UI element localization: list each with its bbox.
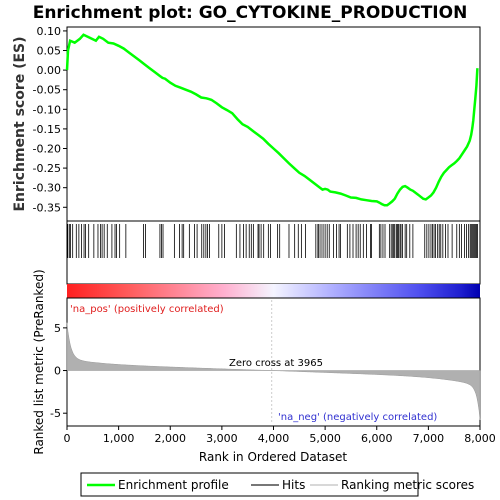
legend: Enrichment profile Hits Ranking metric s… (80, 472, 474, 497)
es-y-tick-label: -0.15 (33, 123, 61, 136)
es-y-tick-label: -0.30 (33, 182, 61, 195)
hits-frame (66, 220, 481, 285)
legend-label-profile: Enrichment profile (118, 478, 229, 492)
colorbar-gradient (67, 284, 480, 298)
metric-y-tick-label: 5 (54, 322, 61, 335)
negative-correlation-label: 'na_neg' (negatively correlated) (278, 412, 437, 423)
es-y-tick-label: -0.05 (33, 84, 61, 97)
hits-panel (66, 220, 481, 285)
positive-correlation-label: 'na_pos' (positively correlated) (70, 304, 224, 315)
metric-y-axis-label: Ranked list metric (PreRanked) (32, 269, 46, 454)
x-tick-label: 5,000 (309, 432, 341, 445)
x-tick-label: 1,000 (103, 432, 135, 445)
enrichment-profile-line (65, 33, 479, 207)
x-tick-label: 0 (64, 432, 71, 445)
x-tick-label: 3,000 (206, 432, 238, 445)
x-axis-label: Rank in Ordered Dataset (199, 450, 347, 464)
metric-frame (66, 297, 481, 427)
es-y-tick-label: -0.25 (33, 162, 61, 175)
x-tick-label: 7,000 (413, 432, 445, 445)
legend-box (80, 472, 419, 497)
metric-panel: 50-5 'na_pos' (positively correlated) Ze… (32, 269, 481, 455)
x-tick-label: 4,000 (258, 432, 290, 445)
x-tick-label: 6,000 (361, 432, 393, 445)
es-panel: 0.10 0.05 0.00 -0.05 -0.10 -0.15 -0.20 -0.25 -0.… (12, 25, 481, 222)
es-y-tick-label: -0.20 (33, 142, 61, 155)
x-tick-label: 8,000 (464, 432, 496, 445)
hit-markers (67, 224, 478, 258)
zero-cross-label: Zero cross at 3965 (229, 358, 323, 369)
metric-axis: 5 0 -5 (50, 322, 67, 420)
es-y-tick-label: -0.35 (33, 201, 61, 214)
es-axis: 0.10 0.05 0.00 -0.05 -0.10 -0.15 -0.20 -0.25 -0.… (33, 25, 67, 214)
es-y-tick-label: 0.10 (37, 25, 62, 38)
x-tick-label: 2,000 (155, 432, 187, 445)
es-y-tick-label: 0.05 (37, 45, 62, 58)
ranking-metric-area (66, 322, 481, 421)
x-axis: 0 1,000 2,000 3,000 4,000 5,000 6,000 7,000 8,00… (64, 426, 496, 445)
metric-y-tick-label: 0 (54, 365, 61, 378)
es-plot-frame (66, 26, 481, 222)
rank-colorbar (67, 284, 480, 298)
chart-title: Enrichment plot: GO_CYTOKINE_PRODUCTION (33, 3, 468, 23)
es-y-tick-label: 0.00 (37, 64, 62, 77)
es-y-axis-label: Enrichment score (ES) (12, 36, 28, 211)
metric-y-tick-label: -5 (50, 407, 61, 420)
legend-label-metric: Ranking metric scores (341, 478, 474, 492)
es-y-tick-label: -0.10 (33, 103, 61, 116)
legend-label-hits: Hits (282, 478, 305, 492)
